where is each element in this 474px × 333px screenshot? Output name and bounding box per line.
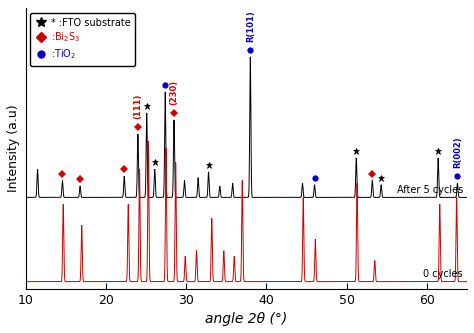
Text: R(002): R(002) — [453, 136, 462, 168]
Text: (111): (111) — [133, 94, 142, 119]
Text: (230): (230) — [170, 80, 179, 105]
X-axis label: angle 2θ (°): angle 2θ (°) — [205, 312, 287, 326]
Text: 0 cycles: 0 cycles — [423, 269, 463, 279]
Y-axis label: Intensity (a.u): Intensity (a.u) — [7, 105, 20, 192]
Text: R(101): R(101) — [246, 10, 255, 42]
Text: After 5 cycles: After 5 cycles — [397, 184, 463, 194]
Legend: * :FTO substrate, :Bi$_2$S$_3$, :TiO$_2$: * :FTO substrate, :Bi$_2$S$_3$, :TiO$_2$ — [30, 13, 136, 66]
